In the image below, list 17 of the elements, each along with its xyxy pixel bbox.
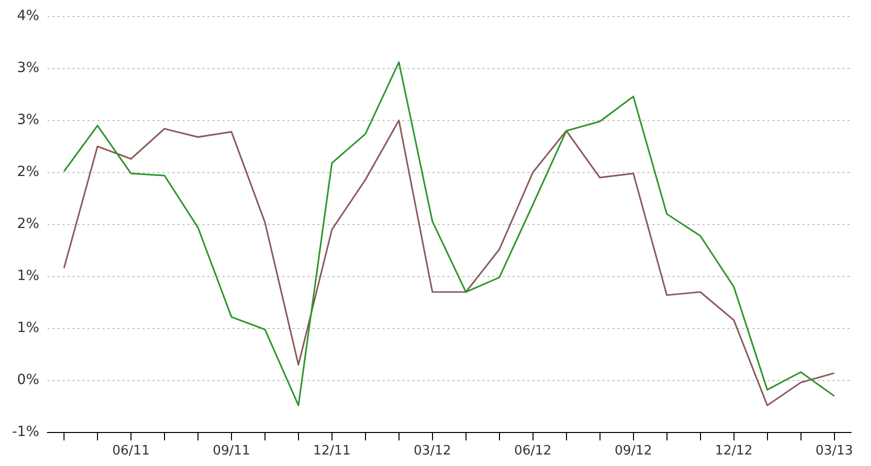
x-tick-label: 09/12 (614, 444, 652, 459)
x-tick-label: 12/12 (715, 444, 753, 459)
y-tick-label: 0% (17, 372, 40, 388)
y-tick-label: 4% (17, 8, 40, 24)
x-tick-label: 03/12 (414, 444, 452, 459)
x-tick-label: 03/13 (816, 444, 853, 459)
y-tick-label: 2% (17, 164, 40, 180)
x-tick-label: 06/11 (112, 444, 150, 459)
y-tick-label: 1% (17, 268, 40, 284)
y-tick-label: 1% (17, 320, 40, 336)
x-tick-label: 12/11 (313, 444, 351, 459)
y-tick-label: 3% (17, 60, 40, 76)
y-tick-label: 2% (17, 216, 40, 232)
y-tick-label: -1% (12, 424, 40, 440)
y-tick-label: 3% (17, 112, 40, 128)
x-tick-label: 09/11 (212, 444, 250, 459)
x-tick-label: 06/12 (514, 444, 552, 459)
